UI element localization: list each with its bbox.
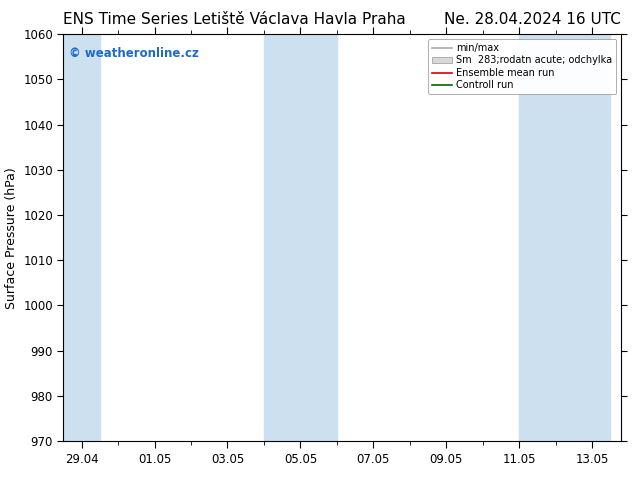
Y-axis label: Surface Pressure (hPa): Surface Pressure (hPa)	[4, 167, 18, 309]
Text: Ne. 28.04.2024 16 UTC: Ne. 28.04.2024 16 UTC	[444, 12, 621, 27]
Bar	[519, 34, 611, 441]
Bar	[63, 34, 100, 441]
Text: © weatheronline.cz: © weatheronline.cz	[69, 47, 199, 59]
Legend: min/max, Sm  283;rodatn acute; odchylka, Ensemble mean run, Controll run: min/max, Sm 283;rodatn acute; odchylka, …	[428, 39, 616, 94]
Text: ENS Time Series Letiště Václava Havla Praha: ENS Time Series Letiště Václava Havla Pr…	[63, 12, 406, 27]
Bar	[264, 34, 337, 441]
